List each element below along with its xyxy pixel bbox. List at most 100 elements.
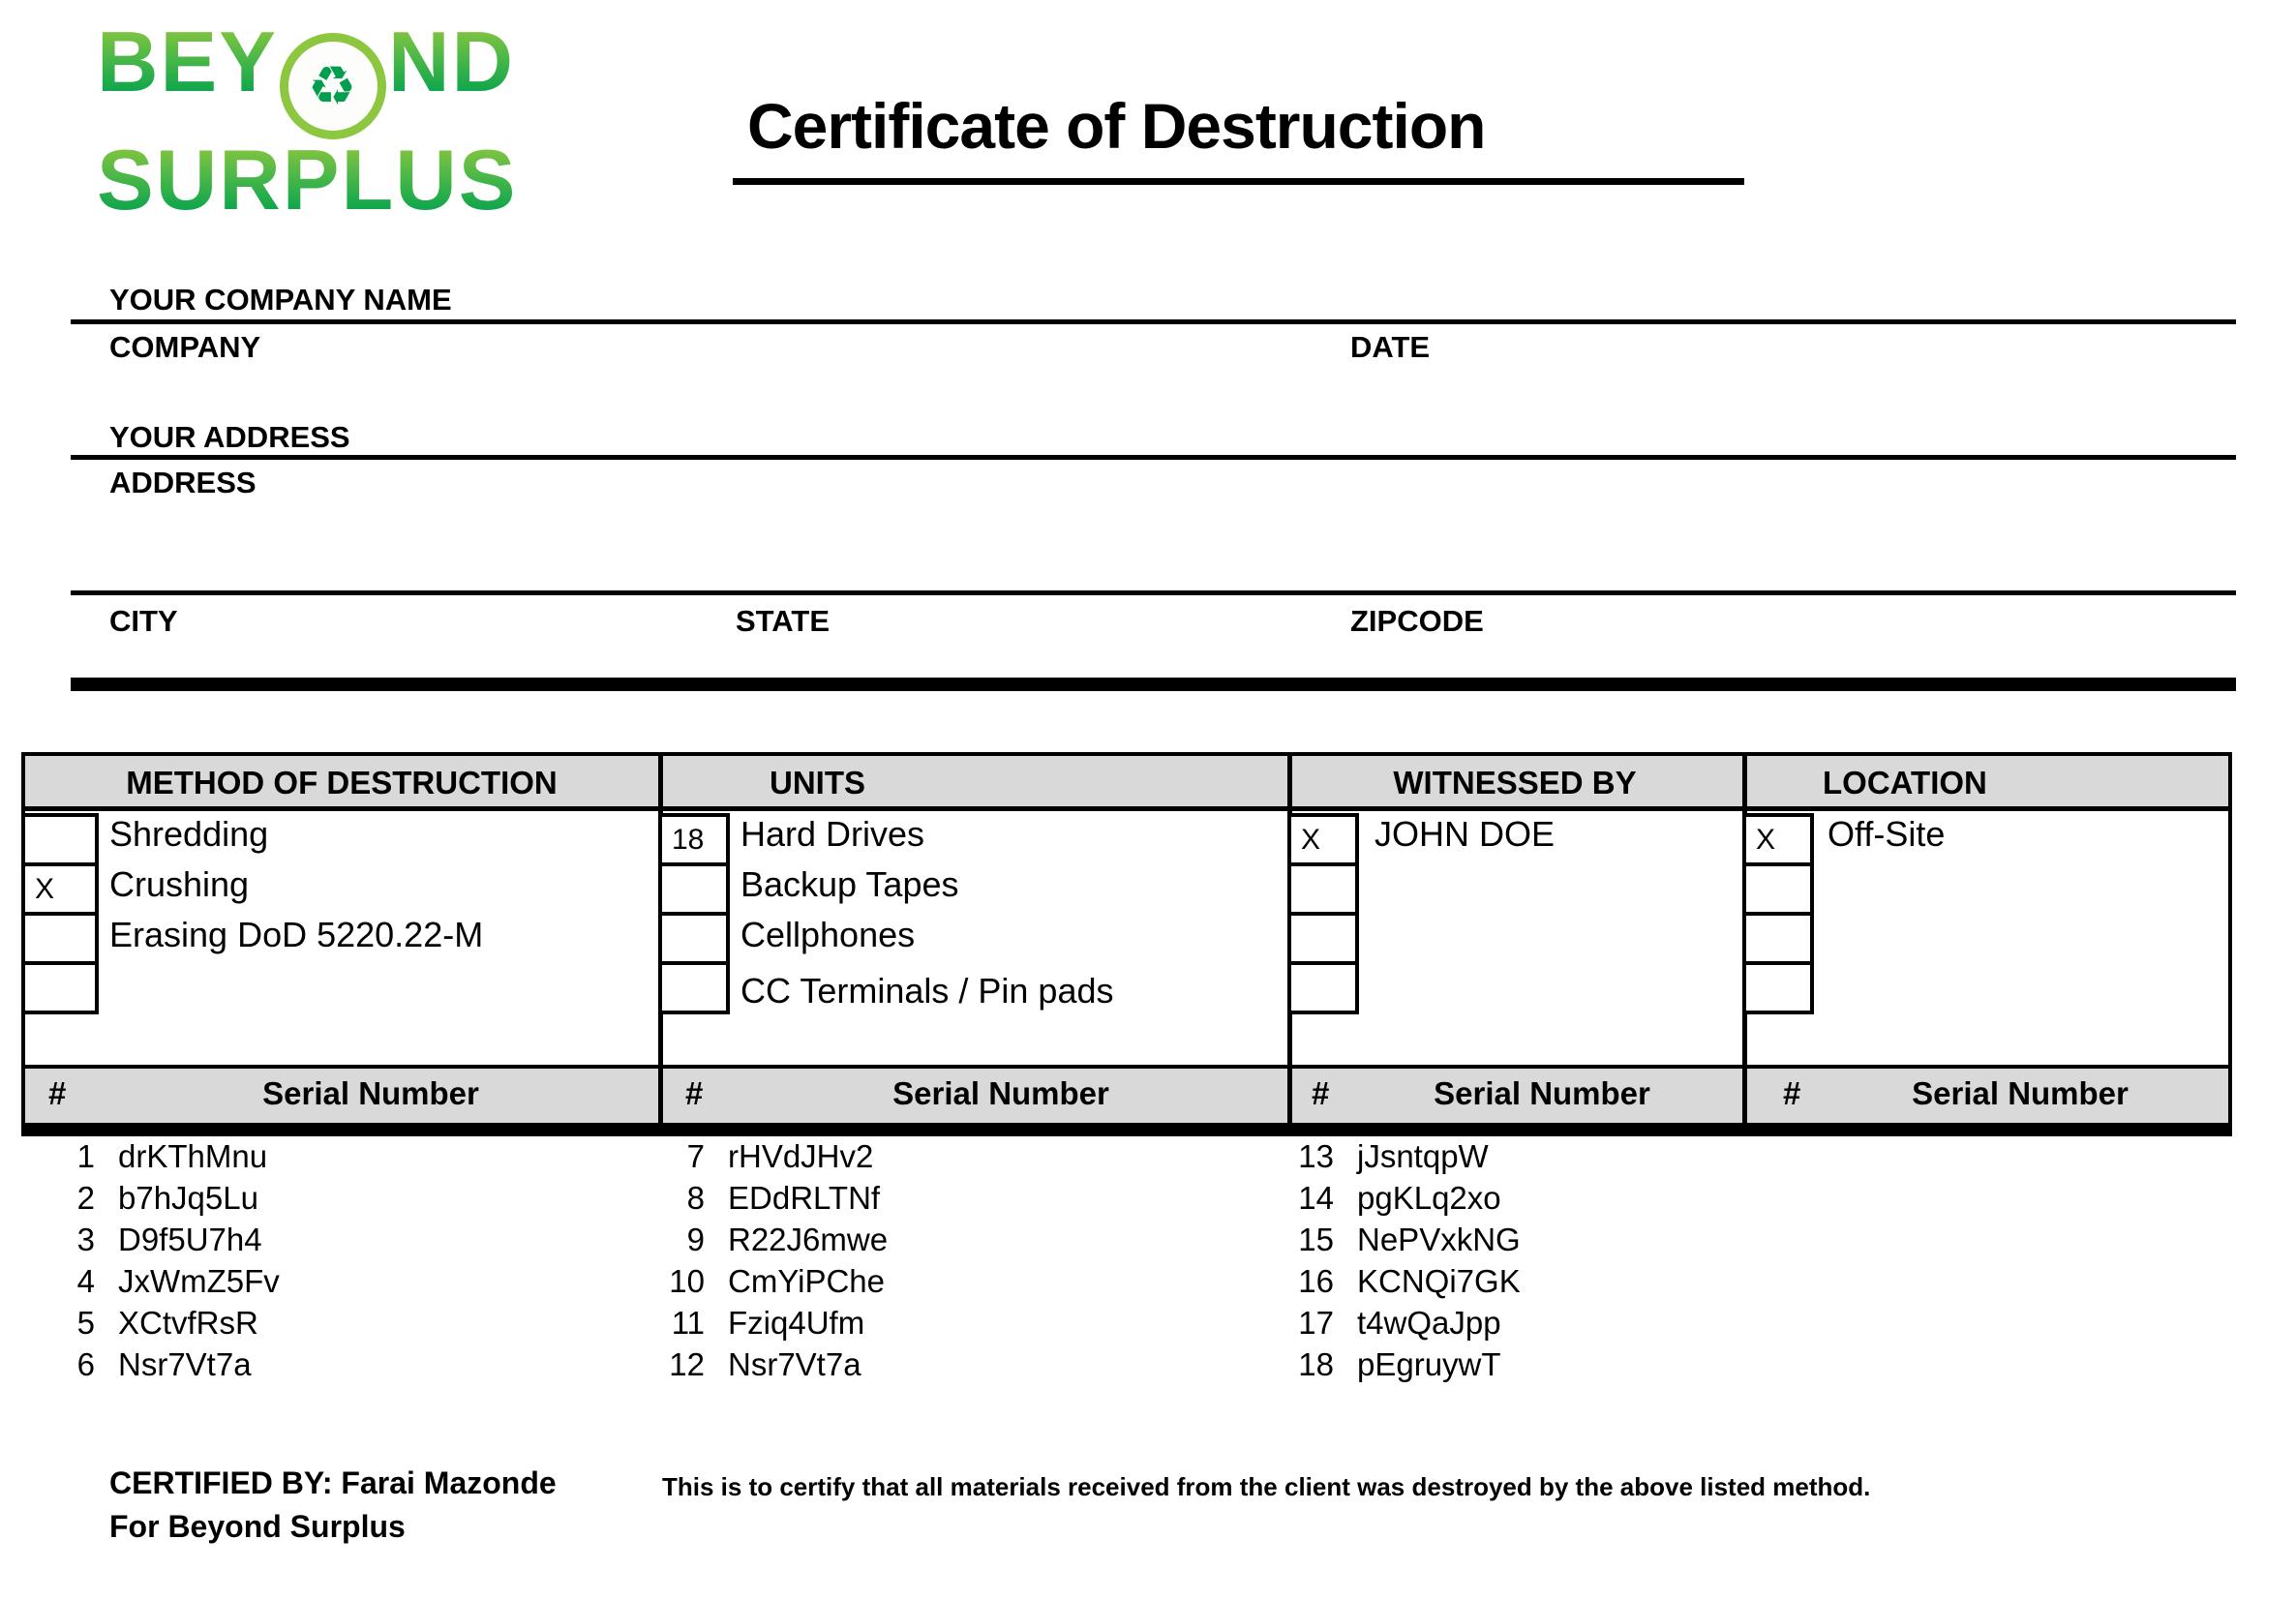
recycle-icon: ♻	[279, 33, 386, 139]
beyond-surplus-logo: BEY ♻ ND SURPLUS	[97, 19, 518, 223]
serial-row: 18 pEgruywT	[1291, 1346, 1501, 1383]
city-rule	[71, 590, 2236, 595]
method-column-header: METHOD OF DESTRUCTION	[126, 765, 558, 800]
serial-number-header: Serial Number	[262, 1075, 479, 1111]
serial-value: NePVxkNG	[1357, 1222, 1521, 1257]
location-checkbox[interactable]	[1742, 961, 1814, 1014]
witnessed-checkbox[interactable]	[1287, 912, 1359, 965]
witnessed-name-label: JOHN DOE	[1375, 814, 1556, 854]
serial-value: R22J6mwe	[728, 1222, 889, 1257]
serial-value: pEgruywT	[1357, 1346, 1501, 1382]
serial-index: 4	[76, 1263, 95, 1299]
serial-index: 15	[1298, 1222, 1334, 1257]
units-option-label: Cellphones	[740, 915, 916, 954]
serial-number-header: Serial Number	[892, 1075, 1109, 1111]
serial-row: 1 drKThMnu	[52, 1138, 267, 1175]
serial-index: 1	[76, 1138, 95, 1174]
qty-value: 18	[672, 824, 705, 856]
address-rule	[71, 455, 2236, 460]
serial-index: 10	[669, 1263, 705, 1299]
serial-row: 11 Fziq4Ufm	[662, 1305, 864, 1342]
witnessed-checkbox[interactable]	[1287, 862, 1359, 916]
serial-row: 15 NePVxkNG	[1291, 1222, 1521, 1258]
destruction-table: METHOD OF DESTRUCTION UNITS WITNESSED BY…	[21, 752, 2232, 1136]
serial-index: 5	[76, 1305, 95, 1341]
serial-row: 6 Nsr7Vt7a	[52, 1346, 252, 1383]
certification-statement: This is to certify that all materials re…	[662, 1472, 1871, 1501]
serial-value: XCtvfRsR	[118, 1305, 258, 1341]
location-checkbox[interactable]	[1742, 862, 1814, 916]
address-field-label: ADDRESS	[109, 466, 257, 499]
serial-header-band	[25, 1065, 2228, 1132]
section-divider-bar	[71, 678, 2236, 691]
serial-index: 8	[686, 1180, 705, 1216]
method-crushing-checkbox[interactable]: X	[21, 862, 99, 916]
title-underline	[733, 178, 1744, 185]
serial-index: 14	[1298, 1180, 1334, 1216]
units-option-label: CC Terminals / Pin pads	[740, 971, 1114, 1011]
method-blank-checkbox[interactable]	[21, 961, 99, 1014]
serial-value: rHVdJHv2	[728, 1138, 874, 1174]
serial-number-header: Serial Number	[1434, 1075, 1650, 1111]
page-title: Certificate of Destruction	[747, 90, 1486, 162]
serial-index: 16	[1298, 1263, 1334, 1299]
location-checkbox[interactable]: X	[1742, 813, 1814, 866]
serial-index: 6	[76, 1346, 95, 1382]
logo-line-1: BEY ♻ ND	[97, 19, 518, 139]
serial-value: Nsr7Vt7a	[728, 1346, 861, 1382]
method-shredding-checkbox[interactable]	[21, 813, 99, 866]
date-field-label: DATE	[1350, 330, 1431, 364]
serial-row: 7 rHVdJHv2	[662, 1138, 874, 1175]
zipcode-field-label: ZIPCODE	[1350, 604, 1484, 638]
serial-value: JxWmZ5Fv	[118, 1263, 280, 1299]
serial-number-hash-header: #	[48, 1075, 67, 1111]
units-hard-drives-qty-box[interactable]: 18	[658, 813, 730, 866]
serial-row: 17 t4wQaJpp	[1291, 1305, 1500, 1342]
state-field-label: STATE	[736, 604, 831, 638]
serial-row: 3 D9f5U7h4	[52, 1222, 262, 1258]
city-field-label: CITY	[109, 604, 178, 638]
serial-number-hash-header: #	[1783, 1075, 1801, 1111]
certified-by-label: CERTIFIED BY: Farai Mazonde	[109, 1465, 557, 1500]
company-section-label: YOUR COMPANY NAME	[109, 283, 452, 317]
serial-row: 2 b7hJq5Lu	[52, 1180, 258, 1217]
serial-number-hash-header: #	[1312, 1075, 1330, 1111]
address-section-label: YOUR ADDRESS	[109, 420, 350, 454]
units-option-label: Hard Drives	[740, 814, 925, 854]
method-erasing-checkbox[interactable]	[21, 912, 99, 965]
serial-index: 2	[76, 1180, 95, 1216]
witnessed-checkbox[interactable]: X	[1287, 813, 1359, 866]
serial-value: CmYiPChe	[728, 1263, 885, 1299]
serial-row: 4 JxWmZ5Fv	[52, 1263, 280, 1300]
location-column-header: LOCATION	[1823, 765, 1987, 800]
serial-index: 3	[76, 1222, 95, 1257]
serial-row: 9 R22J6mwe	[662, 1222, 888, 1258]
location-checkbox[interactable]	[1742, 912, 1814, 965]
serial-value: EDdRLTNf	[728, 1180, 881, 1216]
method-option-label: Shredding	[109, 814, 269, 854]
serial-row: 8 EDdRLTNf	[662, 1180, 880, 1217]
logo-line-2: SURPLUS	[97, 137, 518, 223]
serial-value: pgKLq2xo	[1357, 1180, 1501, 1216]
serial-index: 11	[671, 1305, 705, 1341]
method-option-label: Crushing	[109, 864, 250, 904]
company-field-label: COMPANY	[109, 330, 261, 364]
units-column-header: UNITS	[770, 765, 865, 800]
units-cellphones-qty-box[interactable]	[658, 912, 730, 965]
logo-text-bey: BEY	[97, 14, 278, 109]
checkbox-mark: X	[35, 873, 55, 905]
serial-value: Fziq4Ufm	[728, 1305, 865, 1341]
units-option-label: Backup Tapes	[740, 864, 959, 904]
serial-value: Nsr7Vt7a	[118, 1346, 252, 1382]
witnessed-column-header: WITNESSED BY	[1393, 765, 1637, 800]
serial-row: 12 Nsr7Vt7a	[662, 1346, 861, 1383]
method-option-label: Erasing DoD 5220.22-M	[109, 915, 484, 954]
serial-index: 12	[669, 1346, 705, 1382]
checkbox-mark: X	[1301, 824, 1321, 856]
certified-for-label: For Beyond Surplus	[109, 1509, 406, 1544]
units-cc-terminals-qty-box[interactable]	[658, 961, 730, 1014]
witnessed-checkbox[interactable]	[1287, 961, 1359, 1014]
units-backup-tapes-qty-box[interactable]	[658, 862, 730, 916]
serial-value: jJsntqpW	[1357, 1138, 1489, 1174]
